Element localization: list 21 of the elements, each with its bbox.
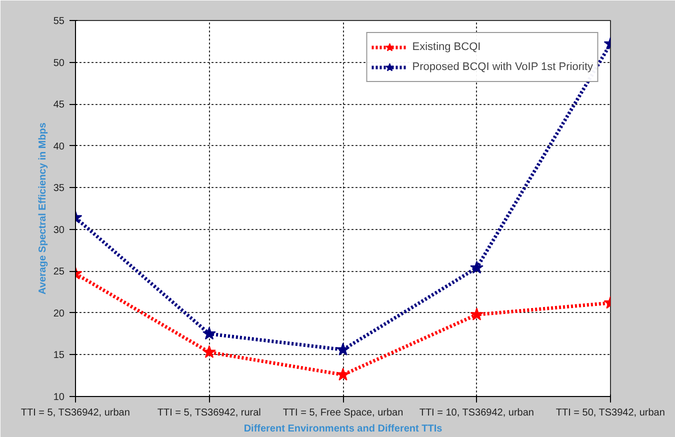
y-tick-label: 30 <box>53 224 65 236</box>
y-tick-label: 25 <box>53 266 65 278</box>
y-tick-label: 55 <box>53 16 65 27</box>
y-tick-label: 20 <box>53 308 65 320</box>
y-tick-label: 35 <box>53 183 65 194</box>
x-tick-label: TTI = 50, TS3942, urban <box>556 408 665 418</box>
x-tick-label: TTI = 5, TS36942, urban <box>20 408 130 418</box>
y-tick-label: 50 <box>53 58 65 69</box>
x-tick-label: TTI = 5, TS36942, rural <box>157 408 261 418</box>
y-tick-label: 15 <box>53 350 65 362</box>
y-tick-label: 45 <box>53 100 65 111</box>
legend-label: Existing BCQI <box>412 41 481 53</box>
y-tick-label: 40 <box>53 141 65 152</box>
y-axis-title: Average Spectral Efficiency in Mbps <box>37 122 48 294</box>
legend-label: Proposed BCQI with VoIP 1st Priority <box>412 61 593 73</box>
x-tick-label: TTI = 5, Free Space, urban <box>282 408 404 418</box>
x-tick-label: TTI = 10, TS36942, urban <box>419 408 534 418</box>
point <box>336 368 350 381</box>
y-tick-label: 10 <box>53 392 65 403</box>
x-axis-title: Different Environments and Different TTIs <box>244 424 443 434</box>
point <box>336 342 350 356</box>
